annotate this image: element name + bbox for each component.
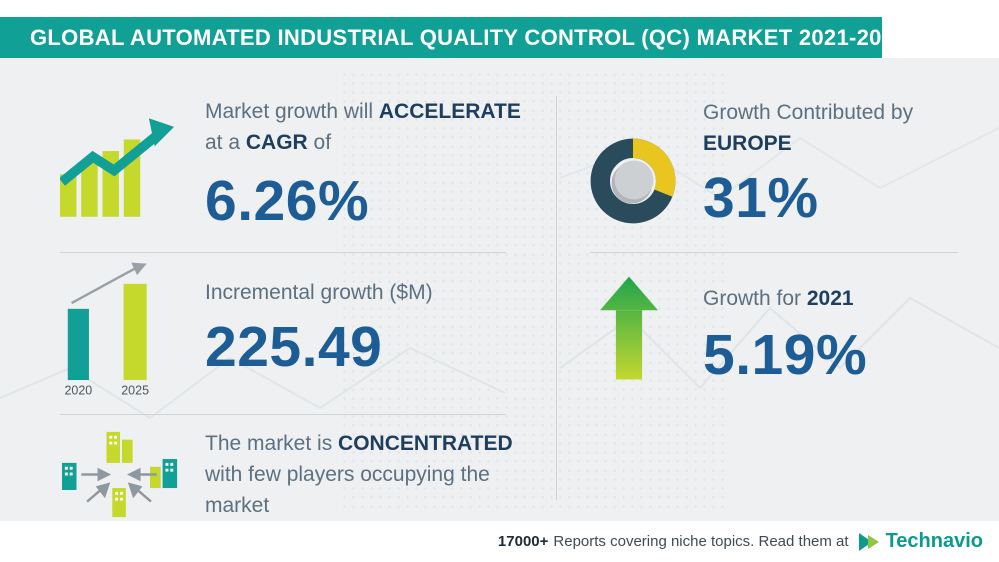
divider-right-1 xyxy=(590,252,958,253)
column-divider xyxy=(556,96,557,500)
stat-growth-2021: Growth for 2021 5.19% xyxy=(703,283,867,384)
cagr-line1-text: Market growth will xyxy=(205,100,379,123)
bar-comparison-icon: 2020 2025 xyxy=(62,262,164,403)
growth-2021-label-a: Growth for xyxy=(703,287,807,310)
header-banner: GLOBAL AUTOMATED INDUSTRIAL QUALITY CONT… xyxy=(0,17,906,58)
growth-trend-icon xyxy=(58,118,174,222)
cagr-line2-emphasis: CAGR xyxy=(245,131,308,154)
up-arrow-icon xyxy=(600,276,658,387)
stat-incremental: Incremental growth ($M) 225.49 xyxy=(205,277,433,376)
europe-emphasis: EUROPE xyxy=(703,132,792,155)
cagr-line2-b: of xyxy=(307,131,332,154)
footer-report-count: 17000+ xyxy=(497,533,549,550)
concentration-text: The market is CONCENTRATED with few play… xyxy=(205,428,517,521)
technavio-logo-text: Technavio xyxy=(885,530,983,552)
divider-left-2 xyxy=(60,414,506,415)
page-title: GLOBAL AUTOMATED INDUSTRIAL QUALITY CONT… xyxy=(30,24,907,50)
cagr-line2: at a CAGR of xyxy=(205,127,521,158)
stat-europe: Growth Contributed by EUROPE 31% xyxy=(703,97,913,227)
year-end-label: 2025 xyxy=(121,383,149,397)
cagr-line1-emphasis: ACCELERATE xyxy=(378,100,521,123)
growth-2021-label: Growth for 2021 xyxy=(703,283,867,314)
cagr-line2-a: at a xyxy=(205,131,246,154)
donut-chart-icon xyxy=(586,134,680,233)
year-start-label: 2020 xyxy=(64,383,92,397)
footer-tagline: Reports covering niche topics. Read them… xyxy=(553,533,849,550)
europe-label: Growth Contributed by xyxy=(703,101,914,124)
growth-2021-value: 5.19% xyxy=(703,323,868,387)
divider-left-1 xyxy=(60,252,506,253)
incremental-value: 225.49 xyxy=(205,315,383,379)
footer-text: 17000+ Reports covering niche topics. Rea… xyxy=(498,533,849,550)
cagr-line1: Market growth will ACCELERATE xyxy=(205,96,521,127)
stat-cagr: Market growth will ACCELERATE at a CAGR … xyxy=(205,96,521,230)
incremental-label: Incremental growth ($M) xyxy=(205,281,433,304)
concentration-emphasis: CONCENTRATED xyxy=(338,432,513,455)
growth-2021-emphasis: 2021 xyxy=(806,287,854,310)
technavio-logo: Technavio xyxy=(858,530,983,553)
stat-concentration: The market is CONCENTRATED with few play… xyxy=(205,428,517,521)
technavio-logo-mark-icon xyxy=(858,532,879,551)
concentration-text-b: with few players occupying the market xyxy=(205,463,490,517)
footer-bar: 17000+ Reports covering niche topics. Rea… xyxy=(0,521,999,562)
cagr-value: 6.26% xyxy=(205,169,370,233)
europe-value: 31% xyxy=(703,166,819,230)
buildings-concentration-icon xyxy=(58,430,184,524)
concentration-text-a: The market is xyxy=(205,432,339,455)
